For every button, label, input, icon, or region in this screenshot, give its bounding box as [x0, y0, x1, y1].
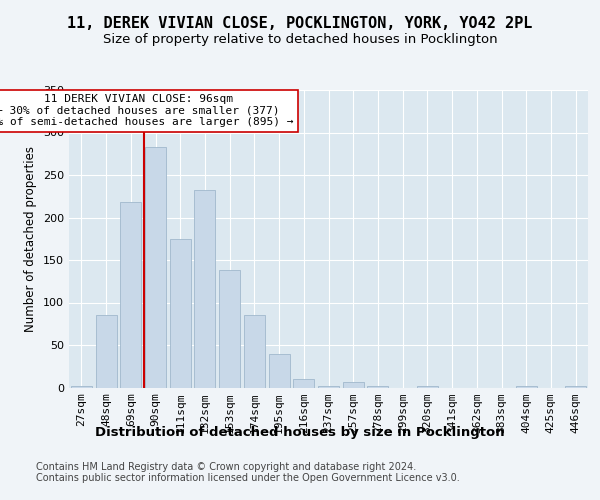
Bar: [565, 386, 586, 388]
Bar: [343, 382, 364, 388]
Bar: [145, 147, 166, 388]
Bar: [318, 386, 339, 388]
Bar: [170, 239, 191, 388]
Bar: [293, 379, 314, 388]
Bar: [95, 316, 116, 388]
Bar: [194, 190, 215, 388]
Bar: [516, 386, 537, 388]
Bar: [244, 316, 265, 388]
Y-axis label: Number of detached properties: Number of detached properties: [25, 146, 37, 332]
Bar: [120, 202, 141, 388]
Bar: [417, 386, 438, 388]
Bar: [219, 270, 240, 388]
Text: Contains HM Land Registry data © Crown copyright and database right 2024.
Contai: Contains HM Land Registry data © Crown c…: [36, 462, 460, 483]
Text: 11, DEREK VIVIAN CLOSE, POCKLINGTON, YORK, YO42 2PL: 11, DEREK VIVIAN CLOSE, POCKLINGTON, YOR…: [67, 16, 533, 32]
Bar: [71, 386, 92, 388]
Text: Distribution of detached houses by size in Pocklington: Distribution of detached houses by size …: [95, 426, 505, 439]
Bar: [269, 354, 290, 388]
Text: 11 DEREK VIVIAN CLOSE: 96sqm
← 30% of detached houses are smaller (377)
70% of s: 11 DEREK VIVIAN CLOSE: 96sqm ← 30% of de…: [0, 94, 293, 128]
Bar: [367, 386, 388, 388]
Text: Size of property relative to detached houses in Pocklington: Size of property relative to detached ho…: [103, 32, 497, 46]
